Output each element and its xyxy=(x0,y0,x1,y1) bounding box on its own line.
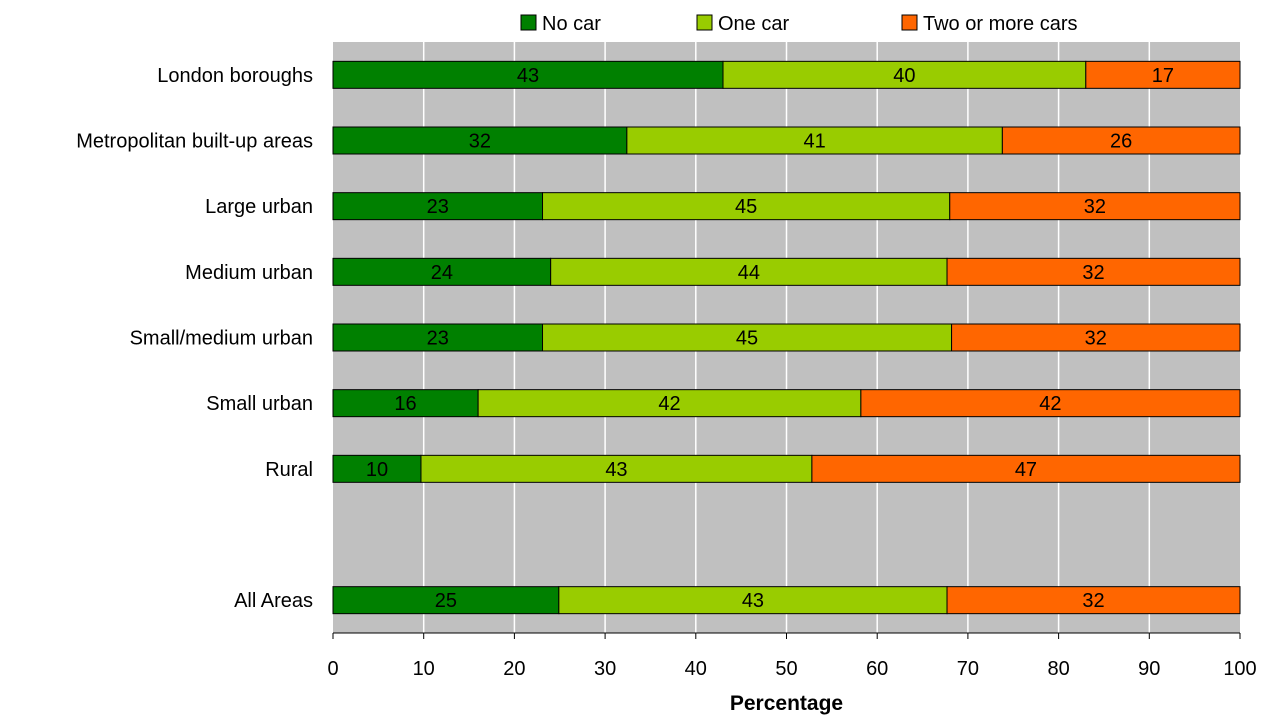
bar-segment xyxy=(949,192,1241,221)
data-label: 43 xyxy=(742,590,764,612)
bar-segment xyxy=(1085,60,1241,89)
data-label: 40 xyxy=(893,65,915,87)
x-tick-label: 60 xyxy=(866,658,888,680)
x-tick-label: 40 xyxy=(685,658,707,680)
data-label: 16 xyxy=(394,393,416,415)
bar-segment xyxy=(558,586,948,615)
category-label: London boroughs xyxy=(157,65,313,87)
data-label: 24 xyxy=(431,262,453,284)
data-label: 45 xyxy=(736,328,758,350)
data-label: 23 xyxy=(427,196,449,218)
bar-segment xyxy=(550,257,948,286)
legend-label: One car xyxy=(718,13,789,35)
bar-segment xyxy=(860,389,1241,418)
x-tick-label: 20 xyxy=(503,658,525,680)
bar-segment xyxy=(626,126,1003,155)
legend-label: Two or more cars xyxy=(923,13,1077,35)
data-label: 32 xyxy=(1082,262,1104,284)
x-tick-label: 100 xyxy=(1223,658,1256,680)
category-label: Large urban xyxy=(205,196,313,218)
data-label: 45 xyxy=(735,196,757,218)
data-label: 17 xyxy=(1152,65,1174,87)
x-tick-label: 0 xyxy=(327,658,338,680)
bar-segment xyxy=(332,586,560,615)
bar-segment xyxy=(332,60,724,89)
legend-swatch xyxy=(520,14,537,31)
bar-segment xyxy=(332,192,544,221)
bar-segment xyxy=(946,257,1241,286)
data-label: 10 xyxy=(366,459,388,481)
bar-segment xyxy=(332,257,552,286)
data-label: 32 xyxy=(1085,328,1107,350)
category-label: Rural xyxy=(265,459,313,481)
bar-segment xyxy=(420,454,813,483)
x-tick-label: 80 xyxy=(1047,658,1069,680)
x-axis-title: Percentage xyxy=(730,692,843,715)
x-tick-label: 70 xyxy=(957,658,979,680)
data-label: 42 xyxy=(1039,393,1061,415)
bar-segment xyxy=(946,586,1241,615)
legend-swatch xyxy=(696,14,713,31)
data-label: 44 xyxy=(738,262,760,284)
category-label: All Areas xyxy=(234,590,313,612)
legend: No car One car Two or more cars xyxy=(520,13,1077,35)
category-label: Small urban xyxy=(206,393,313,415)
x-axis: 0 10 20 30 40 50 60 70 80 90 100 xyxy=(327,632,1257,680)
legend-swatch xyxy=(901,14,918,31)
data-label: 23 xyxy=(427,328,449,350)
x-tick-label: 30 xyxy=(594,658,616,680)
category-label: Medium urban xyxy=(185,262,313,284)
bar-segment xyxy=(1001,126,1241,155)
category-label: Metropolitan built-up areas xyxy=(76,131,313,153)
data-label: 25 xyxy=(435,590,457,612)
legend-label: No car xyxy=(542,13,601,35)
data-label: 32 xyxy=(1084,196,1106,218)
bars: 43 40 17 32 41 26 23 45 32 24 44 32 23 45 32 16 42 42 10 43… xyxy=(332,60,1241,615)
x-tick-label: 10 xyxy=(413,658,435,680)
bar-segment xyxy=(477,389,862,418)
x-tick-label: 50 xyxy=(775,658,797,680)
bar-segment xyxy=(811,454,1241,483)
bar-segment xyxy=(332,389,479,418)
data-label: 43 xyxy=(605,459,627,481)
data-label: 43 xyxy=(517,65,539,87)
data-label: 32 xyxy=(469,131,491,153)
data-label: 47 xyxy=(1015,459,1037,481)
category-label: Small/medium urban xyxy=(130,328,313,350)
x-tick-label: 90 xyxy=(1138,658,1160,680)
bar-segment xyxy=(951,323,1241,352)
data-label: 41 xyxy=(803,131,825,153)
category-labels: London boroughs Metropolitan built-up are… xyxy=(76,65,313,612)
data-label: 26 xyxy=(1110,131,1132,153)
data-label: 32 xyxy=(1082,590,1104,612)
data-label: 42 xyxy=(658,393,680,415)
